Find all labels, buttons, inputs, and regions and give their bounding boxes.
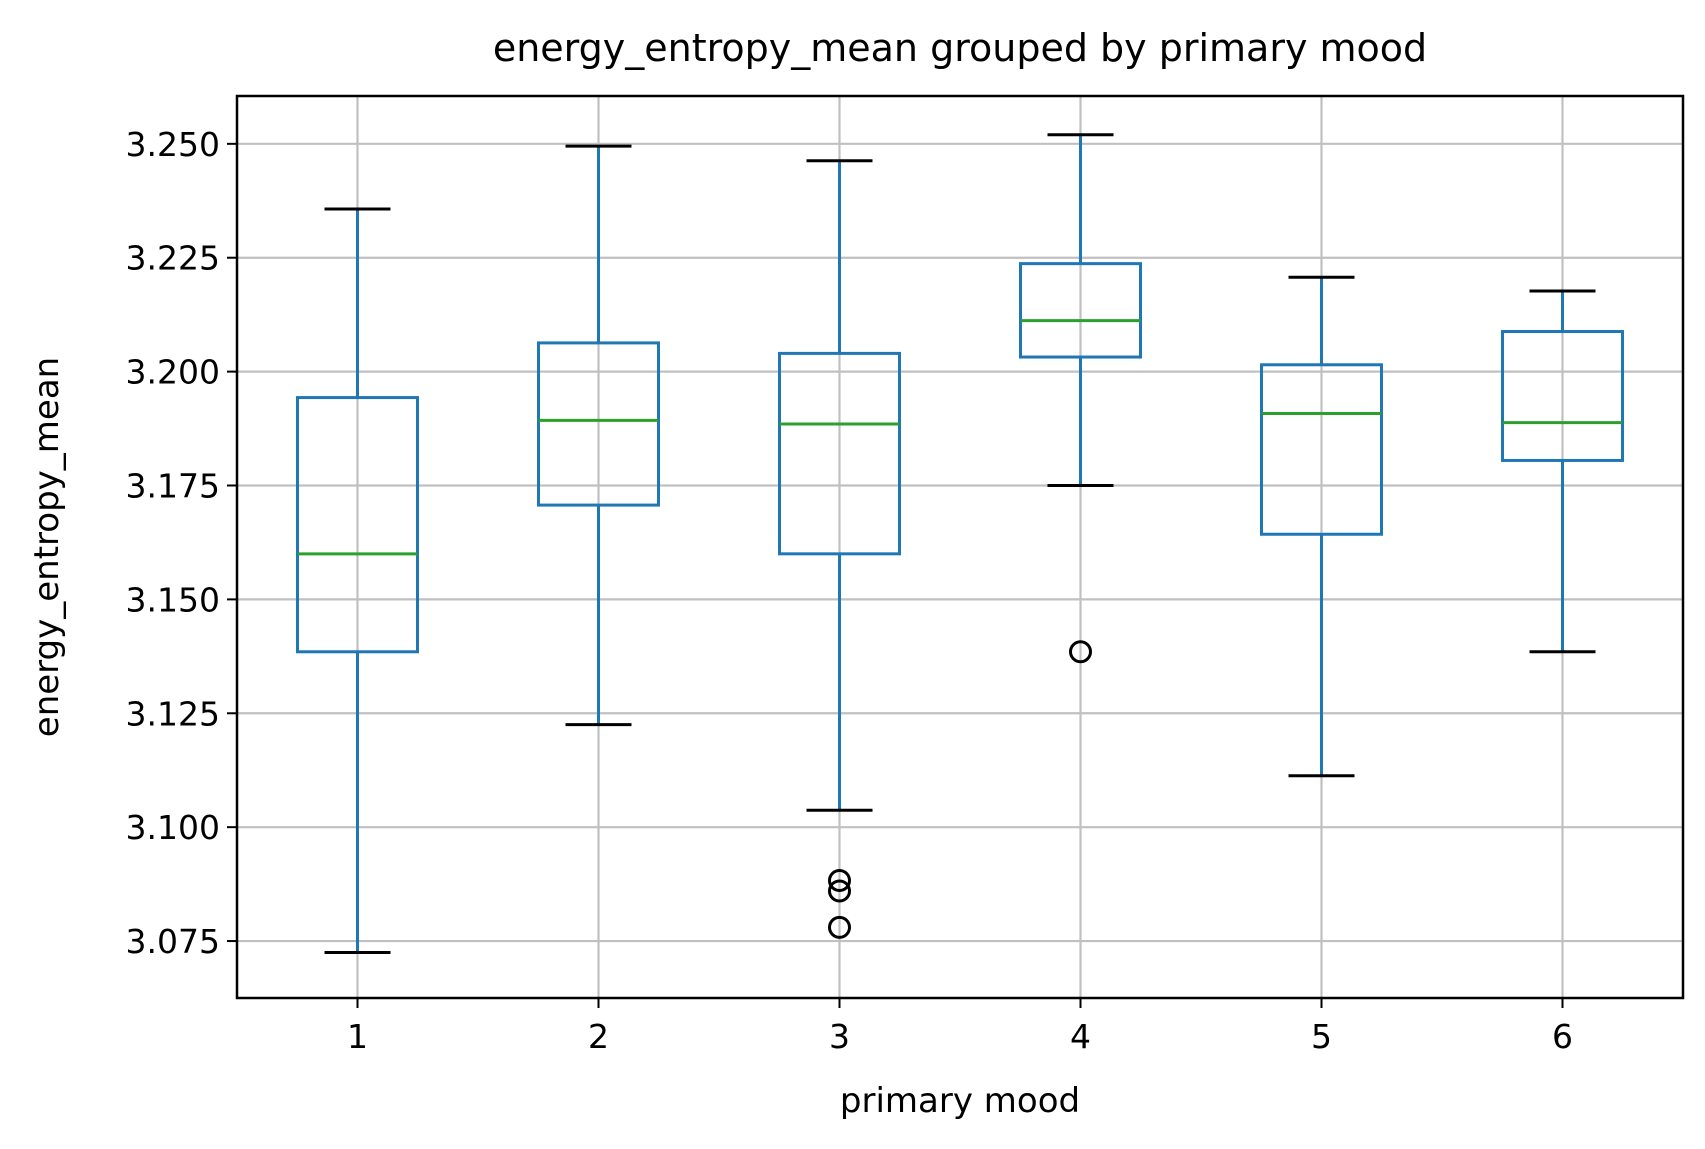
y-tick-label: 3.150	[126, 580, 220, 619]
y-tick-label: 3.250	[126, 125, 220, 164]
y-axis-label: energy_entropy_mean	[27, 357, 67, 737]
outlier-point	[1069, 640, 1092, 664]
iqr-box	[1260, 363, 1383, 536]
y-tick-label: 3.100	[126, 808, 220, 847]
box-group-2	[537, 144, 660, 727]
x-tick-label: 2	[588, 1017, 609, 1056]
box-group-3	[778, 159, 901, 939]
x-tick-label: 1	[347, 1017, 368, 1056]
outlier-point	[828, 868, 851, 892]
plot-area-frame	[235, 94, 1685, 1000]
iqr-box	[778, 351, 901, 556]
iqr-box	[1019, 262, 1142, 359]
x-tick-label: 6	[1552, 1017, 1573, 1056]
y-tick-label: 3.225	[126, 239, 220, 278]
box-group-6	[1501, 289, 1624, 654]
x-tick-label: 4	[1070, 1017, 1091, 1056]
y-tick-label: 3.075	[126, 922, 220, 961]
x-axis-label: primary mood	[840, 1081, 1080, 1121]
x-tick-label: 3	[829, 1017, 850, 1056]
box-group-5	[1260, 275, 1383, 778]
outlier-point	[828, 915, 851, 939]
axis-ticks: 3.075 3.100 3.125 3.150 3.175 3.200 3.225 3.250…	[126, 125, 1573, 1056]
iqr-box	[1501, 330, 1624, 462]
iqr-box	[296, 396, 419, 654]
x-tick-label: 5	[1311, 1017, 1332, 1056]
iqr-box	[537, 341, 660, 507]
outlier-point	[828, 879, 851, 903]
chart-title: energy_entropy_mean grouped by primary m…	[493, 26, 1427, 70]
box-group-4	[1019, 133, 1142, 664]
box-group-1	[296, 207, 419, 954]
y-tick-label: 3.175	[126, 467, 220, 506]
boxes-layer	[296, 133, 1624, 954]
y-tick-label: 3.125	[126, 694, 220, 733]
y-tick-label: 3.200	[126, 353, 220, 392]
